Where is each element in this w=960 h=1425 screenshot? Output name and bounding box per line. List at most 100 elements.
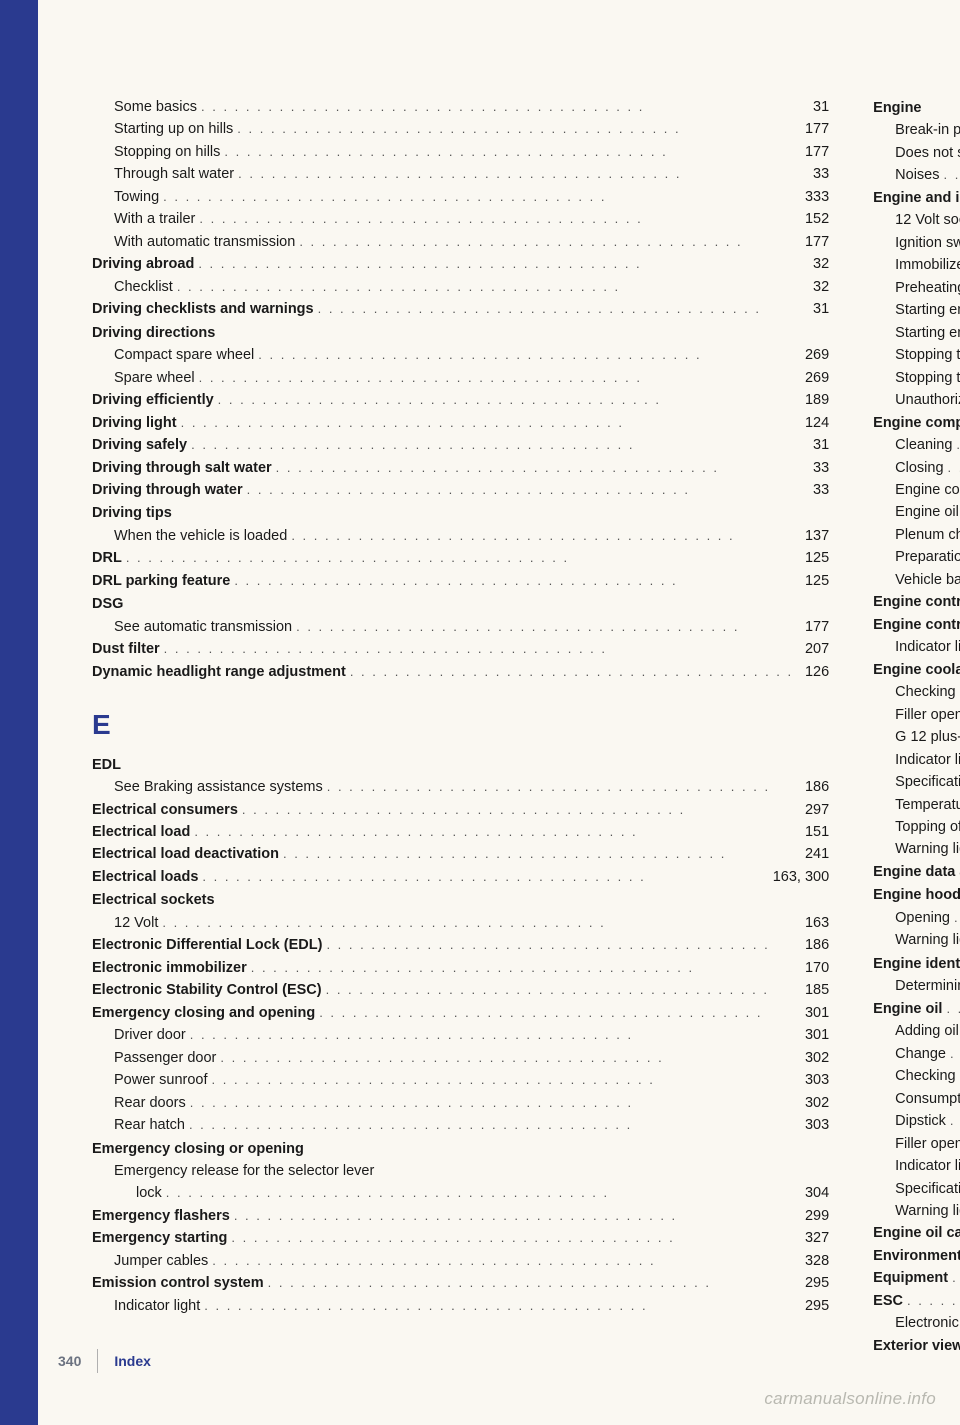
entry-label: Adding oil [895, 1020, 959, 1042]
index-entry: Engine control295 [873, 591, 960, 613]
index-column-right: EngineBreak-in period283Does not start29… [873, 96, 960, 1357]
index-entry: Environmentally friendly driving189 [873, 1245, 960, 1267]
index-heading: Engine [873, 96, 960, 119]
entry-label: Engine data and dimensions [873, 861, 960, 883]
index-subentry: Break-in period283 [873, 119, 960, 141]
entry-label: Starting engine with Keyless Access [895, 322, 960, 344]
entry-page: 31 [797, 298, 829, 320]
entry-label: With automatic transmission [114, 231, 295, 253]
index-entry: Dust filter207 [92, 638, 829, 660]
index-subentry: Engine coolant233 [873, 479, 960, 501]
entry-label: Compact spare wheel [114, 344, 254, 366]
entry-page: 186 [797, 934, 829, 956]
index-entry: Electrical load deactivation241 [92, 843, 829, 865]
entry-label: Stopping on hills [114, 141, 220, 163]
entry-label: Indicator light [895, 749, 960, 771]
entry-label: When the vehicle is loaded [114, 525, 287, 547]
leader-dots [254, 345, 797, 365]
index-subentry: Some basics31 [92, 96, 829, 118]
entry-label: Indicator light [114, 1295, 200, 1317]
entry-page: 31 [797, 96, 829, 118]
entry-label: 12 Volt sockets [895, 209, 960, 231]
index-subentry: Engine oil227 [873, 501, 960, 523]
index-subentry: Ignition switch166 [873, 232, 960, 254]
entry-page: 327 [797, 1227, 829, 1249]
leader-dots [200, 1296, 797, 1316]
leader-dots [186, 1093, 797, 1113]
page-footer: 340 Index [58, 1349, 151, 1373]
index-heading: EDL [92, 753, 829, 776]
entry-label: Stopping the engine [895, 344, 960, 366]
index-subentry: Indicator light295 [873, 636, 960, 658]
leader-dots [194, 254, 797, 274]
index-subentry: Warning light233 [873, 838, 960, 860]
entry-label: Indicator light [895, 636, 960, 658]
entry-label: Driving safely [92, 434, 187, 456]
entry-label: Passenger door [114, 1047, 216, 1069]
entry-page: 241 [797, 843, 829, 865]
index-subentry: See Braking assistance systems186 [92, 776, 829, 798]
index-entry: Engine control system295 [873, 614, 960, 636]
entry-label: Engine coolant [895, 479, 960, 501]
index-subentry: Stopping the engine with Keyless Access1… [873, 367, 960, 389]
leader-dots [230, 1206, 797, 1226]
index-entry: Electrical loads163, 300 [92, 866, 829, 888]
entry-label: Engine control [873, 591, 960, 613]
entry-page: 302 [797, 1047, 829, 1069]
entry-label: Engine oil [873, 998, 942, 1020]
leader-dots [322, 935, 797, 955]
index-subentry: 12 Volt163 [92, 912, 829, 934]
entry-page: 186 [797, 776, 829, 798]
index-subentry: Cleaning249 [873, 434, 960, 456]
leader-dots [946, 1044, 960, 1064]
entry-label: Through salt water [114, 163, 234, 185]
entry-label: Driving light [92, 412, 177, 434]
entry-label: Break-in period [895, 119, 960, 141]
entry-label: Engine control system [873, 614, 960, 636]
entry-label: Electronic Stability Control (ESC) [92, 979, 322, 1001]
entry-label: Equipment [873, 1267, 948, 1289]
entry-page: 163, 300 [773, 866, 829, 888]
entry-label: Driving abroad [92, 253, 194, 275]
index-subentry: Checking coolant level236 [873, 681, 960, 703]
leader-dots [952, 435, 960, 455]
entry-label: Driver door [114, 1024, 186, 1046]
leader-dots [214, 390, 797, 410]
entry-label: Stopping the engine with Keyless Access [895, 367, 960, 389]
entry-label: Starting up on hills [114, 118, 233, 140]
entry-label: Temperature gauge [895, 794, 960, 816]
entry-label: Vehicle battery [895, 569, 960, 591]
index-subentry: G 12 plus-plus235 [873, 726, 960, 748]
entry-page: 33 [797, 479, 829, 501]
index-subentry: Towing333 [92, 186, 829, 208]
leader-dots [195, 368, 798, 388]
index-subentry: With automatic transmission177 [92, 231, 829, 253]
entry-page: 126 [797, 661, 829, 683]
index-subentry: Starting engine168 [873, 299, 960, 321]
entry-label: Engine and ignition [873, 187, 960, 209]
leader-dots [238, 800, 797, 820]
entry-label: Environmentally friendly driving [873, 1245, 960, 1267]
entry-label: Change [895, 1043, 946, 1065]
entry-page: 124 [797, 412, 829, 434]
index-subentry: Rear doors302 [92, 1092, 829, 1114]
entry-page: 185 [797, 979, 829, 1001]
index-entry: Driving through salt water33 [92, 457, 829, 479]
index-subentry: Driver door301 [92, 1024, 829, 1046]
entry-page: 328 [797, 1250, 829, 1272]
leader-dots [122, 548, 797, 568]
index-subentry: Compact spare wheel269 [92, 344, 829, 366]
entry-label: Does not start [895, 142, 960, 164]
leader-dots [197, 97, 797, 117]
index-subentry: Power sunroof303 [92, 1069, 829, 1091]
index-subentry: Through salt water33 [92, 163, 829, 185]
leader-dots [233, 119, 797, 139]
entry-label: Engine compartment [873, 412, 960, 434]
entry-label: Electronic Differential Lock (EDL) [92, 934, 322, 956]
index-entry: Driving through water33 [92, 479, 829, 501]
index-subentry: Starting engine with Keyless Access167 [873, 322, 960, 344]
entry-label: ESC [873, 1290, 903, 1312]
entry-page: 125 [797, 547, 829, 569]
index-subentry: Stopping on hills177 [92, 141, 829, 163]
index-subentry: Adding oil229 [873, 1020, 960, 1042]
